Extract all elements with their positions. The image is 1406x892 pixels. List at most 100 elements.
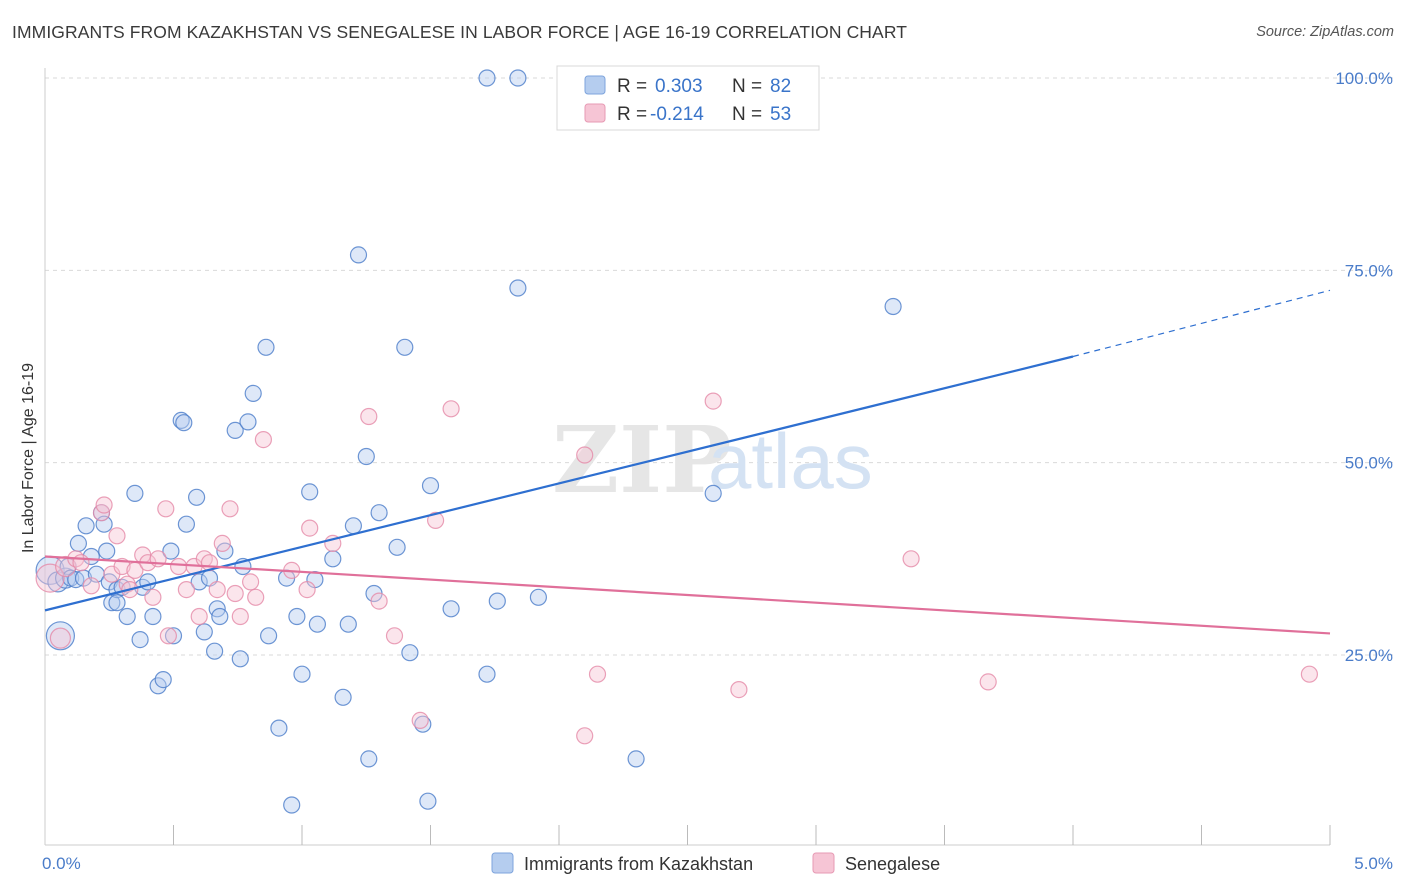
point-blue-37: [206, 642, 224, 660]
y-tick-label-1: 50.0%: [1345, 454, 1393, 473]
point-pink-16: [144, 588, 162, 606]
point-pink-48: [730, 680, 748, 699]
point-blue-67: [401, 644, 419, 662]
legend-r-label-blue: R =: [617, 76, 647, 97]
point-blue-76: [509, 279, 527, 297]
point-blue-56: [324, 550, 342, 568]
point-pink-32: [247, 588, 265, 606]
point-blue-70: [421, 477, 440, 495]
y-tick-label-2: 75.0%: [1345, 261, 1393, 280]
point-blue-30: [172, 411, 190, 429]
point-pink-10: [113, 557, 131, 576]
point-pink-1: [49, 627, 72, 649]
point-blue-34: [190, 573, 208, 591]
point-pink-46: [588, 665, 607, 683]
point-blue-57: [334, 688, 352, 706]
point-pink-51: [1300, 665, 1319, 683]
point-pink-23: [190, 607, 208, 626]
point-blue-2: [45, 621, 76, 651]
point-blue-58: [339, 615, 357, 633]
point-blue-55: [308, 615, 326, 633]
legend-r-value-pink: -0.214: [650, 104, 704, 125]
point-blue-18: [108, 594, 126, 612]
legend-swatch-blue: [584, 75, 606, 95]
point-blue-39: [211, 607, 229, 626]
point-blue-50: [283, 796, 301, 814]
trend-line-blue-dashed: [1072, 289, 1331, 358]
point-blue-21: [126, 484, 144, 502]
point-blue-51: [288, 607, 306, 626]
point-blue-79: [704, 484, 722, 502]
point-pink-38: [360, 407, 378, 426]
point-pink-47: [704, 392, 722, 410]
point-pink-39: [370, 592, 388, 610]
chart-title: IMMIGRANTS FROM KAZAKHSTAN VS SENEGALESE…: [12, 22, 908, 42]
point-pink-50: [979, 673, 997, 691]
point-blue-41: [226, 421, 244, 439]
point-blue-61: [357, 447, 375, 466]
point-blue-7: [69, 534, 88, 553]
point-pink-43: [442, 400, 460, 418]
point-blue-69: [419, 792, 437, 810]
point-blue-32: [177, 515, 195, 533]
point-pink-27: [213, 534, 231, 553]
y-axis-label: In Labor Force | Age 16-19: [20, 363, 37, 553]
point-pink-21: [177, 580, 195, 599]
bottom-legend-label-pink: Senegalese: [845, 854, 940, 874]
point-blue-71: [442, 600, 460, 618]
point-pink-20: [170, 557, 188, 576]
point-blue-29: [164, 627, 183, 645]
point-pink-26: [208, 580, 226, 599]
y-tick-label-0: 25.0%: [1345, 646, 1393, 665]
point-blue-28: [162, 542, 180, 560]
point-blue-20: [118, 607, 136, 626]
legend-r-value-blue: 0.303: [655, 76, 703, 97]
point-blue-77: [529, 588, 548, 606]
points-layer: [35, 69, 1319, 814]
point-pink-35: [298, 580, 316, 599]
watermark: ZIP atlas: [552, 406, 873, 514]
chart-source: Source: ZipAtlas.com: [1256, 24, 1394, 40]
point-blue-66: [396, 338, 414, 356]
legend-n-value-pink: 53: [770, 104, 791, 125]
point-blue-52: [293, 665, 311, 683]
point-blue-35: [195, 623, 213, 641]
point-blue-46: [257, 338, 275, 356]
point-pink-18: [157, 500, 175, 518]
top-legend: R = 0.303 N = 82 R = -0.214 N = 53: [556, 65, 820, 131]
point-blue-27: [154, 670, 172, 689]
x-tick-label-0: 0.0%: [42, 854, 81, 873]
point-pink-28: [221, 500, 239, 518]
point-blue-78: [627, 750, 645, 768]
watermark-zip: ZIP: [552, 406, 731, 514]
point-pink-9: [108, 527, 126, 545]
point-pink-36: [301, 519, 319, 537]
bottom-legend-swatch-blue: [491, 852, 514, 874]
point-blue-45: [244, 384, 262, 402]
point-blue-22: [131, 630, 149, 649]
point-pink-41: [411, 711, 429, 730]
legend-r-label-pink: R =: [617, 104, 647, 125]
point-blue-9: [77, 517, 95, 535]
point-blue-64: [370, 504, 388, 522]
point-pink-4: [72, 554, 90, 572]
legend-n-label-pink: N =: [732, 104, 762, 125]
legend-n-label-blue: N =: [732, 76, 762, 97]
bottom-legend-swatch-pink: [812, 852, 835, 874]
legend-swatch-pink: [584, 103, 606, 123]
point-blue-25: [144, 607, 162, 626]
point-pink-7: [95, 496, 113, 514]
trend-layer: [44, 289, 1331, 635]
bottom-legend: Immigrants from Kazakhstan Senegalese: [491, 852, 940, 874]
point-pink-5: [82, 577, 100, 595]
point-blue-44: [239, 413, 257, 431]
point-pink-44: [576, 446, 594, 464]
trend-line-blue: [44, 355, 1074, 612]
watermark-atlas: atlas: [708, 417, 873, 505]
point-pink-30: [231, 607, 249, 626]
legend-n-value-blue: 82: [770, 76, 791, 97]
point-blue-74: [478, 69, 496, 87]
point-blue-48: [270, 719, 288, 737]
point-pink-19: [159, 627, 177, 645]
